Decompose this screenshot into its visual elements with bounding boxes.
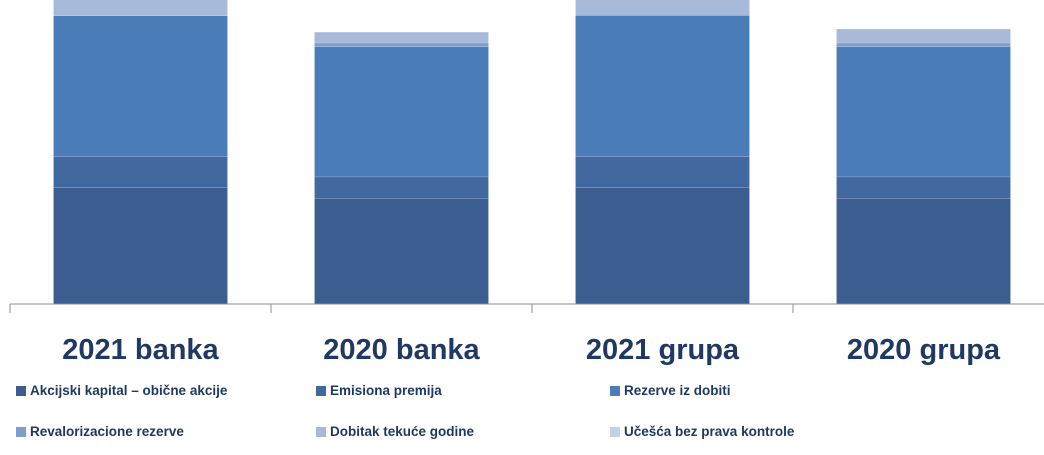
x-axis-ticks (9, 304, 794, 313)
category-label: 2021 grupa (586, 334, 740, 366)
bar-segment-5-2 (314, 31, 489, 44)
bars-group (53, 0, 1011, 305)
bar-segment-1-1 (53, 187, 228, 305)
bar-segment-3-4 (836, 46, 1011, 178)
bar-segment-2-1 (53, 156, 228, 188)
bar-segment-3-1 (53, 15, 228, 158)
bar-segment-4-2 (314, 42, 489, 47)
bar-segment-3-3 (575, 15, 750, 158)
bar-segment-5-4 (836, 28, 1011, 44)
category-label: 2020 banka (323, 334, 480, 366)
bar-segment-4-4 (836, 42, 1011, 47)
category-labels: 2021 banka 2020 banka 2021 grupa 2020 grupa (62, 334, 1001, 366)
bar-segment-1-3 (575, 187, 750, 305)
bar-segment-3-2 (314, 46, 489, 178)
bar-segment-2-3 (575, 156, 750, 188)
bar-segment-2-4 (836, 176, 1011, 199)
category-label: 2021 banka (62, 334, 219, 366)
bar-segment-5-3 (575, 0, 750, 15)
bar-segment-5-1 (53, 0, 228, 16)
category-label: 2020 grupa (847, 334, 1001, 366)
bar-segment-1-2 (314, 198, 489, 305)
bar-segment-2-2 (314, 176, 489, 199)
bar-segment-1-4 (836, 198, 1011, 305)
